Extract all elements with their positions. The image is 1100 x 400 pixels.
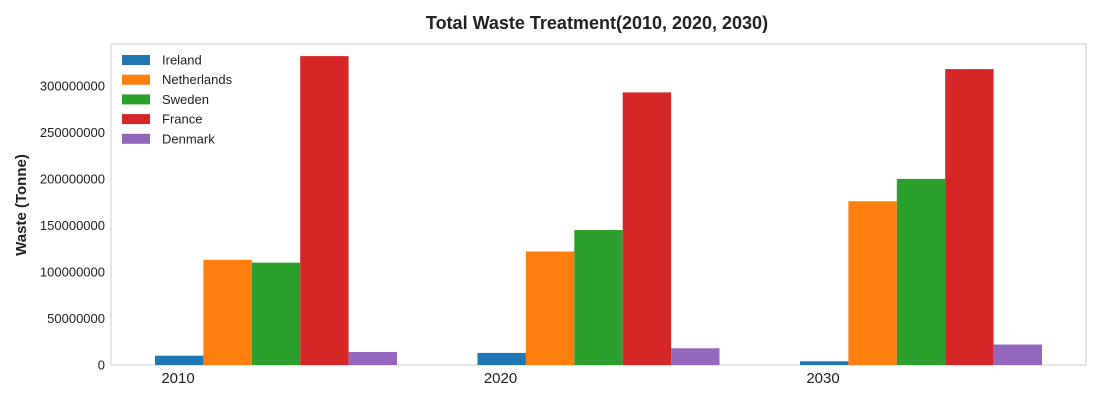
legend-swatch-netherlands xyxy=(122,74,150,85)
y-tick-label: 100000000 xyxy=(40,264,105,279)
x-tick-label: 2030 xyxy=(806,370,839,387)
legend-swatch-france xyxy=(122,114,150,125)
bar-ireland-2020 xyxy=(477,352,526,365)
legend-swatch-denmark xyxy=(122,133,150,144)
legend-label-denmark: Denmark xyxy=(162,131,215,146)
y-tick-label: 200000000 xyxy=(40,171,105,186)
bar-france-2010 xyxy=(300,56,349,365)
x-tick-label: 2020 xyxy=(484,370,517,387)
bar-netherlands-2010 xyxy=(203,259,252,365)
legend-label-france: France xyxy=(162,112,202,127)
y-axis-label: Waste (Tonne) xyxy=(13,154,30,256)
legend-label-sweden: Sweden xyxy=(162,92,209,107)
y-tick-label: 150000000 xyxy=(40,218,105,233)
bar-france-2030 xyxy=(945,69,994,366)
y-tick-label: 0 xyxy=(98,358,105,373)
y-axis-ticks: 0 50000000 100000000 150000000 200000000 2500… xyxy=(40,78,105,372)
bar-netherlands-2030 xyxy=(848,201,897,365)
x-tick-label: 2010 xyxy=(161,370,194,387)
bar-sweden-2030 xyxy=(896,178,946,365)
y-tick-label: 300000000 xyxy=(40,78,105,93)
y-tick-label: 50000000 xyxy=(47,311,105,326)
legend-label-netherlands: Netherlands xyxy=(162,72,233,87)
legend-swatch-sweden xyxy=(122,94,150,105)
bar-netherlands-2020 xyxy=(525,251,575,365)
bar-denmark-2010 xyxy=(348,351,397,365)
bar-ireland-2030 xyxy=(800,361,849,365)
bar-denmark-2020 xyxy=(671,348,720,365)
legend-swatch-ireland xyxy=(122,55,150,65)
x-axis-ticks: 2010 2020 2030 xyxy=(161,370,839,387)
y-tick-label: 250000000 xyxy=(40,125,105,140)
legend: Ireland Netherlands Sweden France Denmark xyxy=(122,53,233,146)
bars xyxy=(155,56,1042,366)
bar-sweden-2010 xyxy=(251,262,301,365)
bar-ireland-2010 xyxy=(155,355,204,365)
bar-sweden-2020 xyxy=(574,230,623,365)
bar-france-2020 xyxy=(622,92,672,365)
chart-title: Total Waste Treatment(2010, 2020, 2030) xyxy=(426,13,768,33)
legend-label-ireland: Ireland xyxy=(162,53,202,68)
bar-denmark-2030 xyxy=(993,344,1042,365)
